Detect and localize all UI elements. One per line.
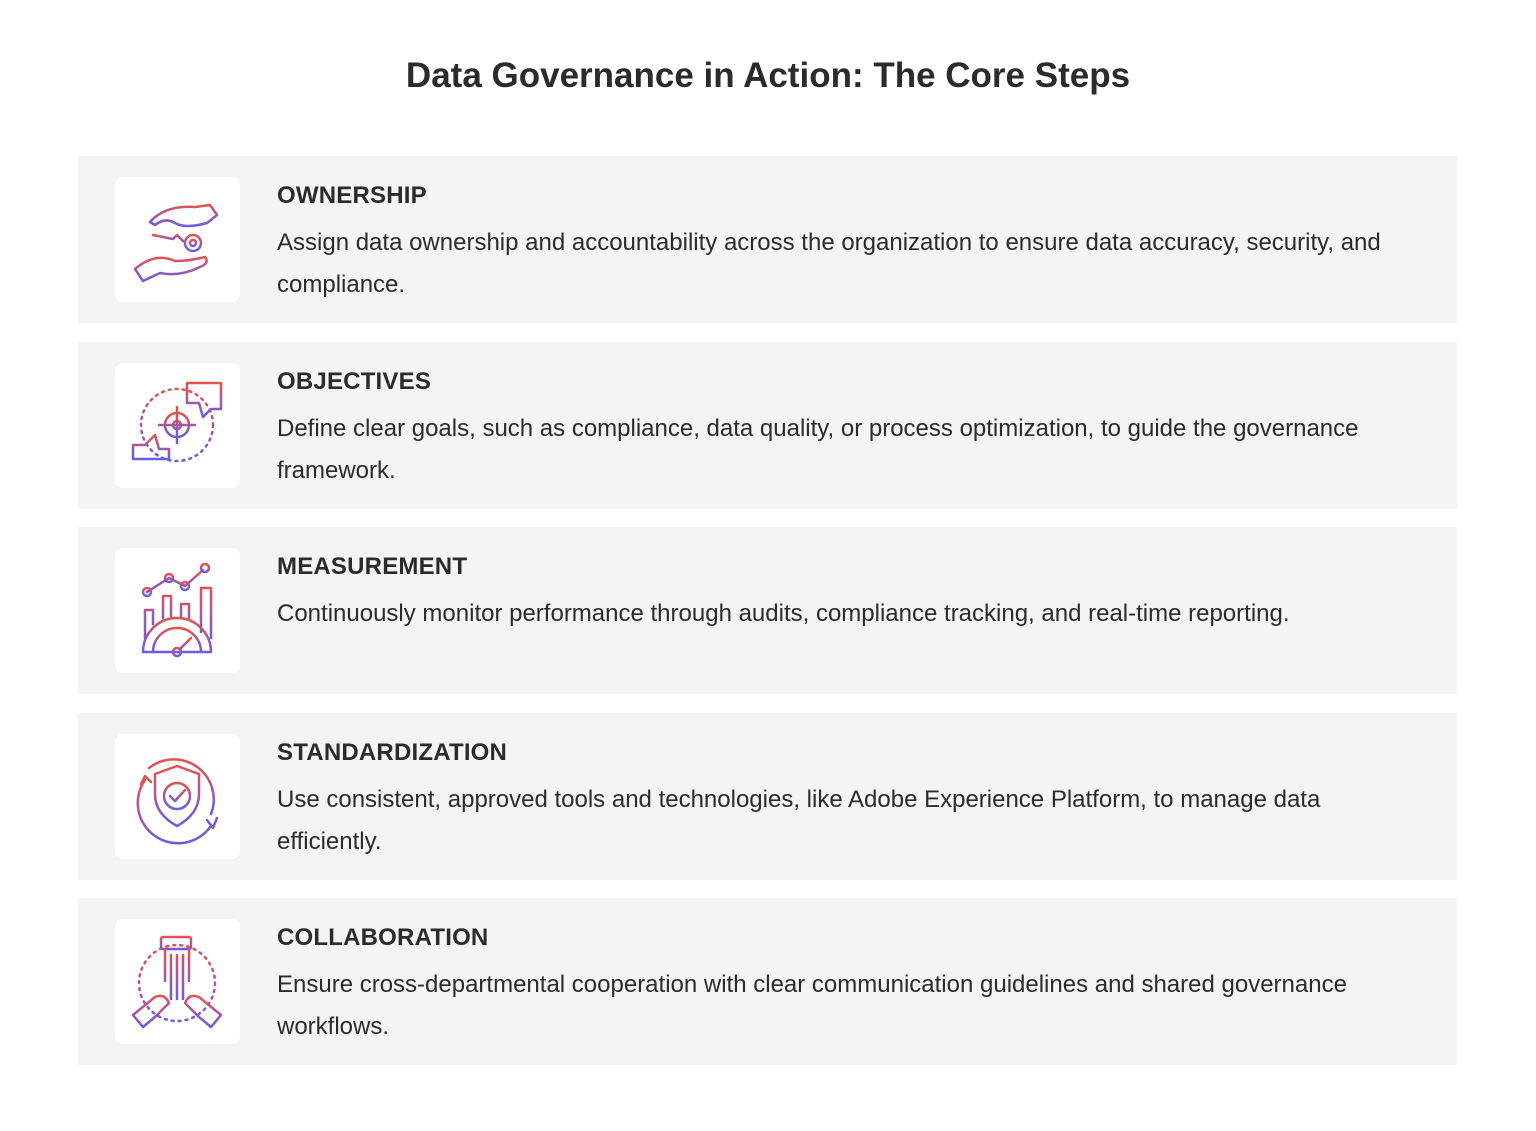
step-title: OBJECTIVES <box>277 368 432 395</box>
step-title: OWNERSHIP <box>277 182 427 209</box>
step-card-measurement: MEASUREMENT Continuously monitor perform… <box>78 527 1457 694</box>
step-description: Define clear goals, such as compliance, … <box>277 415 1359 484</box>
step-card-standardization: STANDARDIZATION Use consistent, approved… <box>78 713 1457 880</box>
step-card-collaboration: COLLABORATION Ensure cross-departmental … <box>78 898 1457 1065</box>
chart-gauge-icon <box>115 548 240 673</box>
step-description: Use consistent, approved tools and techn… <box>277 786 1321 855</box>
step-card-objectives: OBJECTIVES Define clear goals, such as c… <box>78 342 1457 509</box>
step-description: Continuously monitor performance through… <box>277 600 1290 627</box>
step-description: Ensure cross-departmental cooperation wi… <box>277 971 1347 1040</box>
hands-key-icon <box>115 177 240 302</box>
step-title: STANDARDIZATION <box>277 739 508 766</box>
step-description: Assign data ownership and accountability… <box>277 229 1381 298</box>
step-title: COLLABORATION <box>277 924 489 951</box>
step-card-ownership: OWNERSHIP Assign data ownership and acco… <box>78 156 1457 323</box>
step-title: MEASUREMENT <box>277 553 468 580</box>
joined-hands-icon <box>115 919 240 1044</box>
page-title: Data Governance in Action: The Core Step… <box>405 56 1131 95</box>
shield-check-icon <box>115 734 240 859</box>
target-hands-icon <box>115 363 240 488</box>
